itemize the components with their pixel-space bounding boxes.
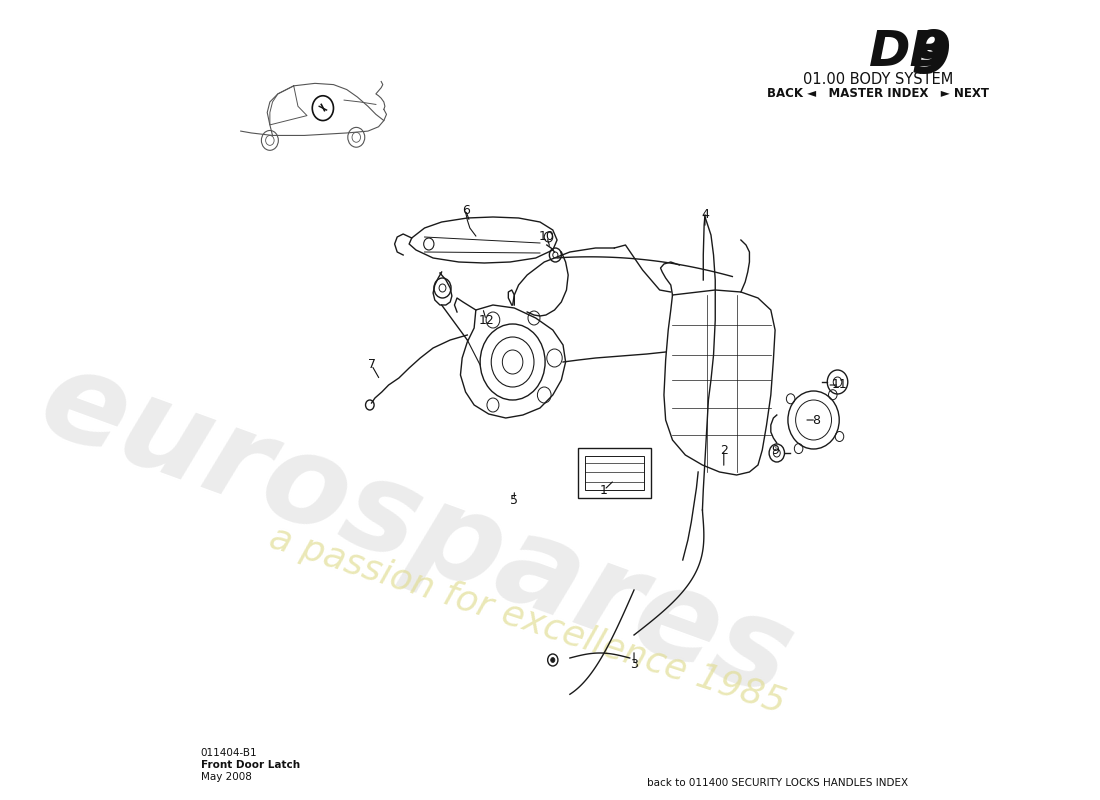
- Text: 5: 5: [510, 494, 518, 506]
- Text: 01.00 BODY SYSTEM: 01.00 BODY SYSTEM: [803, 72, 953, 87]
- Text: 3: 3: [630, 658, 638, 671]
- Text: 4: 4: [701, 209, 708, 222]
- Circle shape: [551, 658, 554, 662]
- Text: back to 011400 SECURITY LOCKS HANDLES INDEX: back to 011400 SECURITY LOCKS HANDLES IN…: [647, 778, 908, 788]
- Text: a passion for excellence 1985: a passion for excellence 1985: [265, 520, 790, 720]
- Text: May 2008: May 2008: [200, 772, 252, 782]
- Text: 6: 6: [462, 203, 470, 217]
- Text: 011404-B1: 011404-B1: [200, 748, 257, 758]
- Text: 7: 7: [367, 358, 375, 371]
- Text: eurospares: eurospares: [24, 338, 808, 722]
- Text: DB: DB: [869, 28, 949, 76]
- Text: BACK ◄   MASTER INDEX   ► NEXT: BACK ◄ MASTER INDEX ► NEXT: [767, 87, 989, 100]
- Text: 1: 1: [601, 483, 608, 497]
- Text: 10: 10: [539, 230, 554, 243]
- Text: 12: 12: [478, 314, 494, 326]
- Text: 11: 11: [832, 378, 847, 391]
- Text: 2: 2: [719, 443, 728, 457]
- Text: 8: 8: [812, 414, 821, 426]
- Text: 9: 9: [771, 443, 779, 457]
- Text: Front Door Latch: Front Door Latch: [200, 760, 299, 770]
- Text: 9: 9: [910, 28, 950, 85]
